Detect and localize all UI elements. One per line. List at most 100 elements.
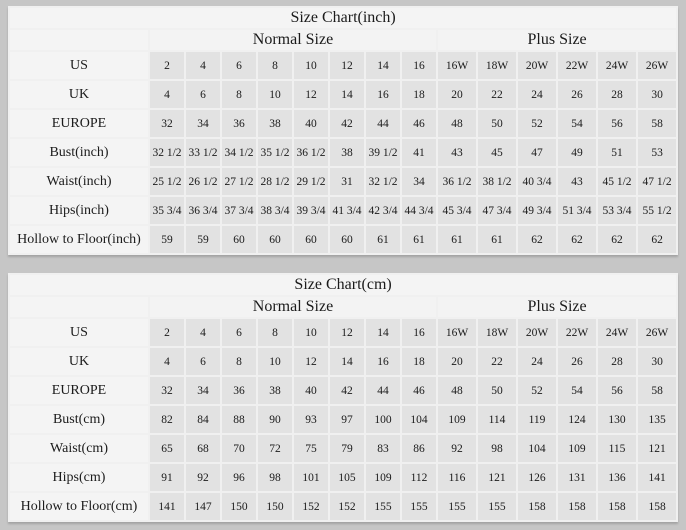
size-value-cell: 8 — [258, 319, 292, 346]
size-value-cell: 65 — [150, 435, 184, 462]
size-value-cell: 44 3/4 — [402, 197, 436, 224]
size-value-cell: 84 — [186, 406, 220, 433]
size-value-cell: 47 1/2 — [638, 168, 677, 195]
table-row: US 2 4 6 8 10 12 14 16 16W 18W 20W 22W 24W 26W — [10, 52, 677, 79]
size-value-cell: 22 — [478, 348, 516, 375]
size-chart-inch-table: Size Chart(inch) Normal Size Plus Size U… — [8, 6, 679, 255]
size-value-cell: 16 — [402, 52, 436, 79]
size-value-cell: 60 — [330, 226, 364, 253]
size-value-cell: 40 — [294, 110, 328, 137]
table-title: Size Chart(cm) — [10, 275, 677, 295]
size-value-cell: 10 — [258, 81, 292, 108]
size-value-cell: 141 — [150, 493, 184, 520]
row-label: EUROPE — [10, 110, 148, 137]
size-value-cell: 60 — [222, 226, 256, 253]
size-value-cell: 114 — [478, 406, 516, 433]
size-value-cell: 18W — [478, 52, 516, 79]
size-value-cell: 131 — [558, 464, 596, 491]
size-value-cell: 44 — [366, 377, 400, 404]
size-value-cell: 18W — [478, 319, 516, 346]
size-value-cell: 88 — [222, 406, 256, 433]
table-row: Bust(cm) 82 84 88 90 93 97 100 104 109 114 119 124 13… — [10, 406, 677, 433]
size-value-cell: 36 3/4 — [186, 197, 220, 224]
size-value-cell: 121 — [478, 464, 516, 491]
size-value-cell: 38 1/2 — [478, 168, 516, 195]
size-value-cell: 35 1/2 — [258, 139, 292, 166]
size-value-cell: 62 — [558, 226, 596, 253]
table-title: Size Chart(inch) — [10, 8, 677, 28]
size-value-cell: 18 — [402, 348, 436, 375]
corner-cell — [10, 30, 148, 50]
size-value-cell: 52 — [518, 377, 556, 404]
size-value-cell: 109 — [366, 464, 400, 491]
size-value-cell: 100 — [366, 406, 400, 433]
size-value-cell: 36 1/2 — [438, 168, 476, 195]
size-value-cell: 36 — [222, 377, 256, 404]
size-value-cell: 62 — [518, 226, 556, 253]
size-value-cell: 52 — [518, 110, 556, 137]
size-value-cell: 42 — [330, 110, 364, 137]
size-charts-page: Size Chart(inch) Normal Size Plus Size U… — [8, 6, 679, 522]
size-value-cell: 27 1/2 — [222, 168, 256, 195]
size-value-cell: 26 — [558, 348, 596, 375]
size-value-cell: 155 — [402, 493, 436, 520]
size-value-cell: 34 1/2 — [222, 139, 256, 166]
size-value-cell: 104 — [402, 406, 436, 433]
size-value-cell: 18 — [402, 81, 436, 108]
size-value-cell: 34 — [186, 110, 220, 137]
table-row: Hips(inch) 35 3/4 36 3/4 37 3/4 38 3/4 39 3/4… — [10, 197, 677, 224]
corner-cell — [10, 297, 148, 317]
table-row: EUROPE 32 34 36 38 40 42 44 46 48 50 52 54 56 58 — [10, 110, 677, 137]
size-value-cell: 6 — [186, 348, 220, 375]
size-value-cell: 136 — [598, 464, 636, 491]
size-value-cell: 12 — [294, 81, 328, 108]
size-value-cell: 61 — [402, 226, 436, 253]
size-value-cell: 58 — [638, 110, 677, 137]
size-value-cell: 36 1/2 — [294, 139, 328, 166]
row-label: Hollow to Floor(inch) — [10, 226, 148, 253]
size-chart-inch-body: US 2 4 6 8 10 12 14 16 16W 18W 20W 22W 24W 26W UK 4 6 8 10 1… — [10, 52, 677, 253]
size-value-cell: 48 — [438, 110, 476, 137]
size-value-cell: 8 — [222, 81, 256, 108]
plus-size-header: Plus Size — [438, 30, 677, 50]
size-value-cell: 46 — [402, 110, 436, 137]
size-chart-cm-table: Size Chart(cm) Normal Size Plus Size US 2… — [8, 273, 679, 522]
size-value-cell: 75 — [294, 435, 328, 462]
size-value-cell: 48 — [438, 377, 476, 404]
size-value-cell: 38 3/4 — [258, 197, 292, 224]
size-value-cell: 112 — [402, 464, 436, 491]
size-value-cell: 60 — [258, 226, 292, 253]
size-value-cell: 59 — [150, 226, 184, 253]
size-value-cell: 14 — [330, 81, 364, 108]
table-row: Hollow to Floor(cm) 141 147 150 150 152 152 155… — [10, 493, 677, 520]
size-value-cell: 152 — [294, 493, 328, 520]
size-value-cell: 54 — [558, 377, 596, 404]
size-value-cell: 72 — [258, 435, 292, 462]
size-value-cell: 35 3/4 — [150, 197, 184, 224]
size-value-cell: 43 — [438, 139, 476, 166]
size-value-cell: 90 — [258, 406, 292, 433]
size-value-cell: 124 — [558, 406, 596, 433]
size-value-cell: 109 — [558, 435, 596, 462]
size-value-cell: 51 3/4 — [558, 197, 596, 224]
size-value-cell: 96 — [222, 464, 256, 491]
size-value-cell: 121 — [638, 435, 677, 462]
size-value-cell: 10 — [294, 52, 328, 79]
size-value-cell: 50 — [478, 377, 516, 404]
row-label: Bust(inch) — [10, 139, 148, 166]
row-label: Waist(cm) — [10, 435, 148, 462]
size-value-cell: 38 — [258, 377, 292, 404]
size-value-cell: 62 — [638, 226, 677, 253]
size-value-cell: 56 — [598, 110, 636, 137]
size-value-cell: 62 — [598, 226, 636, 253]
table-row: Hips(cm) 91 92 96 98 101 105 109 112 116 121 126 131… — [10, 464, 677, 491]
size-value-cell: 16 — [366, 348, 400, 375]
size-value-cell: 49 — [558, 139, 596, 166]
size-value-cell: 24W — [598, 319, 636, 346]
size-value-cell: 91 — [150, 464, 184, 491]
size-value-cell: 32 — [150, 377, 184, 404]
size-value-cell: 44 — [366, 110, 400, 137]
size-value-cell: 26 1/2 — [186, 168, 220, 195]
size-value-cell: 24W — [598, 52, 636, 79]
row-label: UK — [10, 348, 148, 375]
